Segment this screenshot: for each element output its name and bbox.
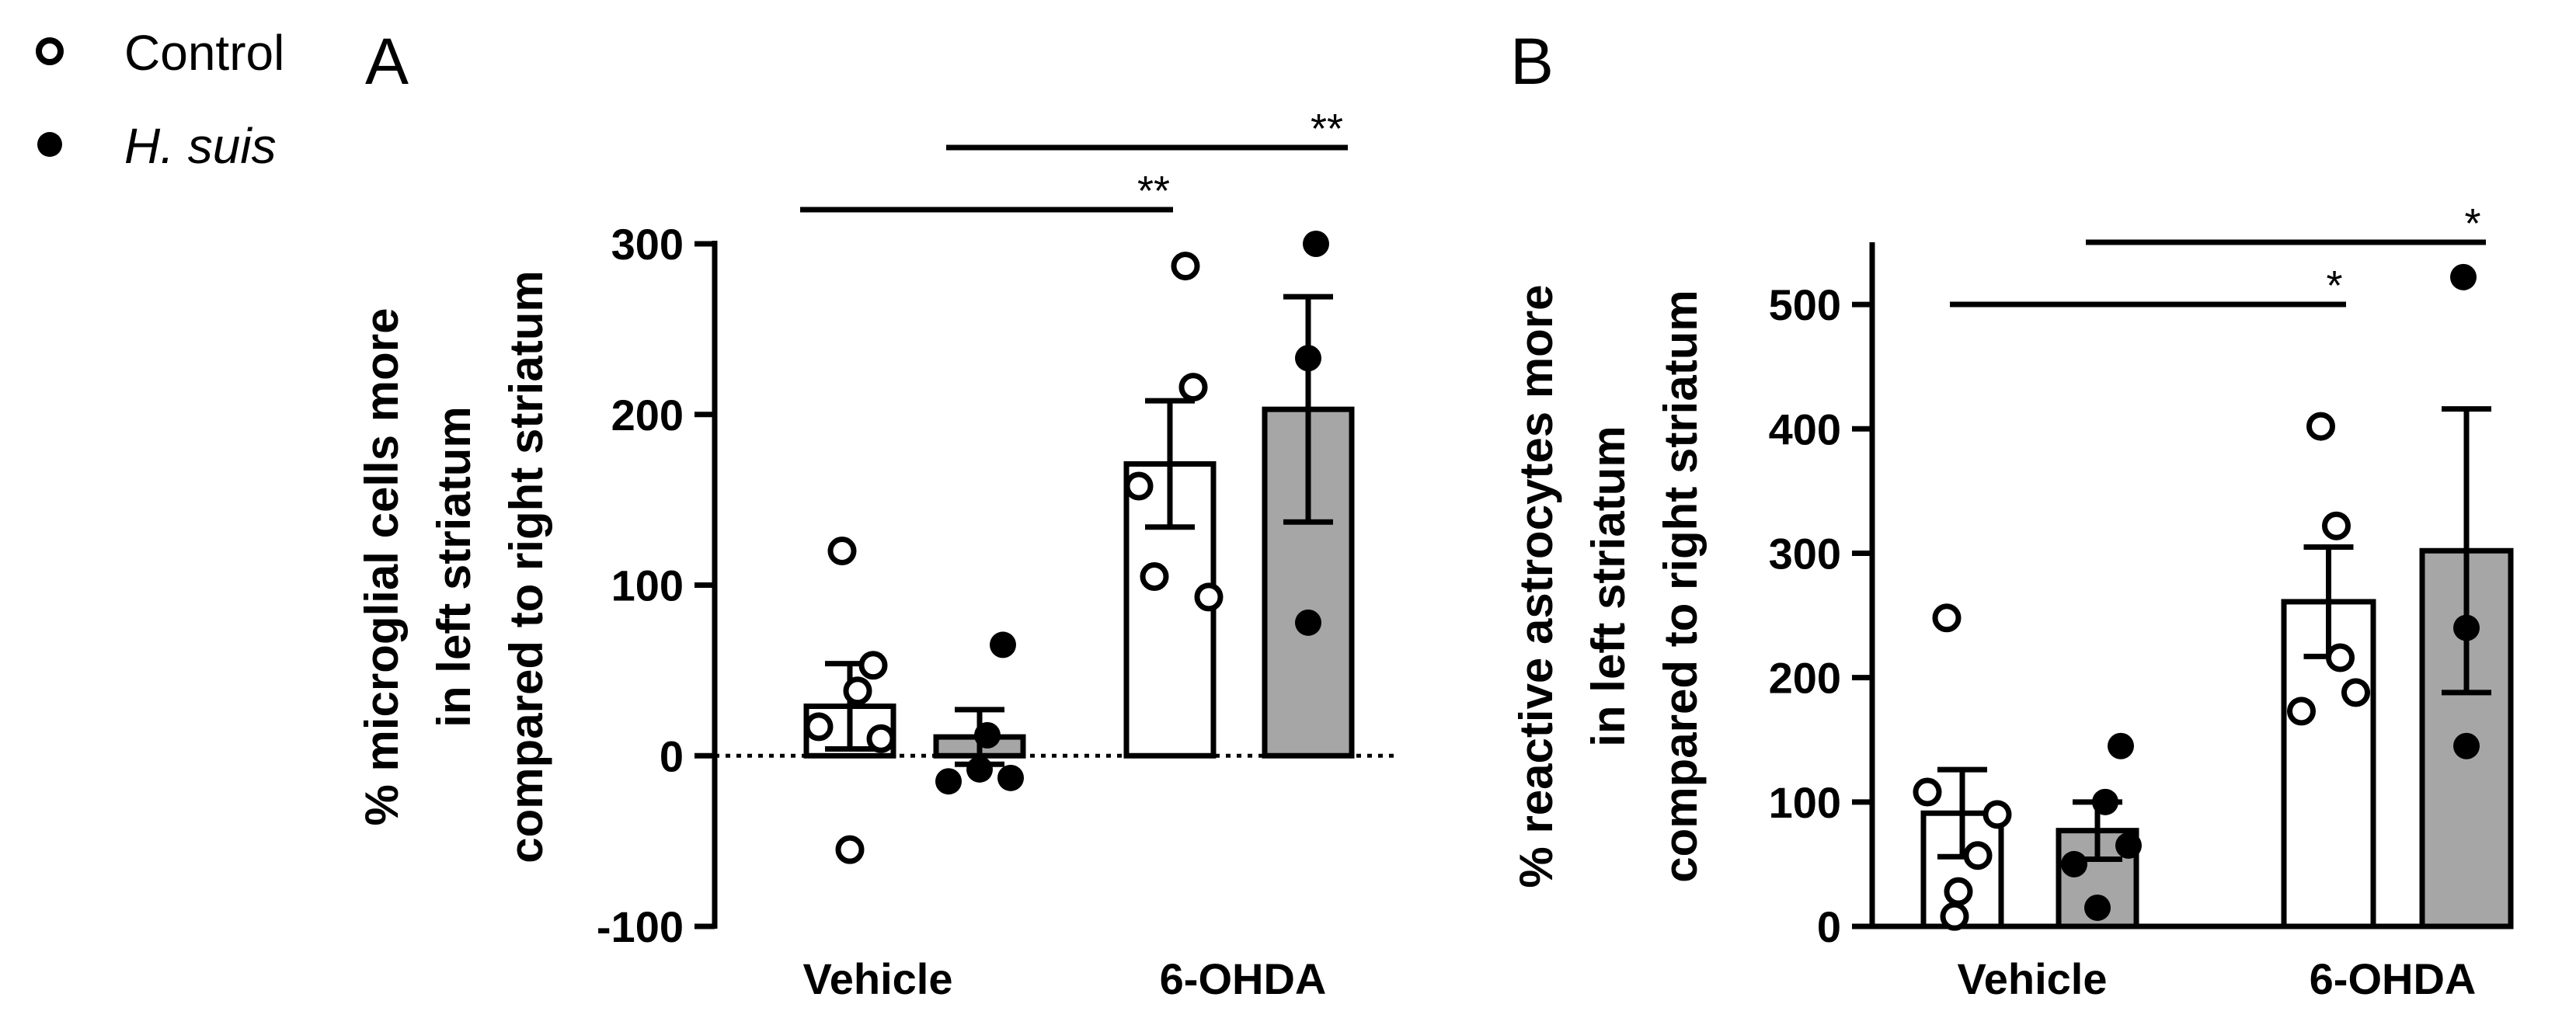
panel-b-point-control — [1982, 800, 2012, 829]
panel-b-point-hsuis — [2453, 614, 2480, 641]
panel-a-point-control — [1178, 373, 1208, 402]
panel-b-category-6ohda: 6-OHDA — [2310, 954, 2477, 1003]
legend-open-circle-icon — [36, 37, 64, 65]
panel-b-point-hsuis — [2450, 263, 2477, 290]
panel-a-point-hsuis — [935, 768, 962, 795]
panel-a-point-control — [1171, 252, 1200, 281]
panel-a-y-axis-title-line: in left striatum — [428, 406, 480, 727]
panel-b-point-control — [2306, 412, 2335, 441]
panel-a-point-control — [1194, 582, 1224, 612]
panel-a-point-control — [804, 712, 834, 742]
panel-a-point-control — [866, 724, 896, 753]
panel-b-y-tick-label: 200 — [1769, 654, 1841, 703]
panel-a-point-control — [1124, 471, 1154, 501]
panel-a-y-tick-label: 100 — [611, 561, 684, 610]
panel-b-point-control — [1913, 777, 1942, 807]
panel-b-y-axis-title: % reactive astrocytes more in left striat… — [1510, 284, 1707, 888]
panel-b-y-tick-label: 400 — [1769, 405, 1841, 453]
panel-a-y-tick-label: 200 — [611, 391, 684, 440]
panel-a-y-axis-title-line: % microglial cells more — [356, 308, 408, 826]
panel-a-y-tick-label: -100 — [597, 902, 684, 951]
panel-a-significance-label: ** — [1311, 106, 1343, 152]
panel-a-point-hsuis — [1303, 231, 1329, 257]
panel-a-point-control — [858, 651, 888, 680]
panel-label-b: B — [1510, 25, 1554, 98]
panel-a-point-control — [843, 676, 872, 706]
panel-a-point-control — [1140, 562, 1169, 592]
panel-b-point-control — [2326, 643, 2355, 672]
panel-b-y-axis-title-line: in left striatum — [1582, 426, 1634, 746]
panel-a-y-tick-label: 0 — [660, 731, 684, 780]
panel-b-point-hsuis — [2084, 894, 2111, 921]
panel-a-y-axis-title-line: compared to right striatum — [500, 270, 552, 863]
legend: Control H. suis — [36, 25, 284, 174]
panel-b-point-control — [2287, 697, 2316, 726]
panel-b-category-vehicle: Vehicle — [1957, 954, 2107, 1003]
panel-b-point-hsuis — [2108, 732, 2134, 759]
panel-b: % reactive astrocytes more in left striat… — [1510, 200, 2514, 1003]
panel-a-point-control — [827, 537, 857, 566]
panel-b-point-control — [2341, 678, 2370, 707]
panel-a-category-6ohda: 6-OHDA — [1160, 954, 1327, 1003]
panel-b-y-tick-label: 500 — [1769, 280, 1841, 329]
panel-a: % microglial cells more in left striatum c… — [356, 106, 1394, 1003]
panel-b-significance-label: * — [2464, 200, 2480, 247]
panel-a-point-hsuis — [997, 764, 1024, 791]
panel-b-point-control — [1940, 902, 1969, 931]
panel-b-y-tick-label: 300 — [1769, 529, 1841, 578]
panel-a-point-hsuis — [974, 721, 1001, 749]
panel-b-point-control — [1944, 877, 1973, 906]
panel-a-y-axis-title: % microglial cells more in left striatum c… — [356, 270, 552, 863]
panel-a-point-hsuis — [1295, 609, 1321, 636]
panel-b-point-hsuis — [2061, 850, 2087, 877]
panel-b-point-hsuis — [2453, 732, 2480, 759]
panel-b-y-tick-label: 0 — [1817, 902, 1841, 951]
panel-a-point-hsuis — [990, 631, 1016, 658]
panel-b-y-axis-title-line: compared to right striatum — [1655, 290, 1707, 882]
legend-label-hsuis: H. suis — [124, 118, 277, 174]
panel-a-point-hsuis — [1295, 345, 1321, 372]
panel-b-y-axis-title-line: % reactive astrocytes more — [1510, 284, 1562, 888]
panel-a-significance-label: ** — [1137, 168, 1170, 214]
panel-b-point-hsuis — [2115, 832, 2142, 859]
panel-a-category-vehicle: Vehicle — [802, 954, 952, 1003]
panel-a-point-hsuis — [966, 756, 993, 783]
panel-b-point-control — [1963, 841, 1993, 870]
legend-filled-circle-icon — [37, 132, 62, 157]
panel-b-point-control — [2322, 511, 2351, 540]
legend-label-control: Control — [124, 25, 284, 81]
panel-b-significance-label: * — [2326, 262, 2342, 309]
panel-b-y-tick-label: 100 — [1769, 778, 1841, 827]
panel-a-point-control — [835, 835, 865, 864]
panel-b-point-hsuis — [2092, 788, 2118, 815]
panel-b-point-control — [1932, 603, 1962, 633]
panel-label-a: A — [365, 25, 409, 98]
panel-a-y-tick-label: 300 — [611, 220, 684, 269]
